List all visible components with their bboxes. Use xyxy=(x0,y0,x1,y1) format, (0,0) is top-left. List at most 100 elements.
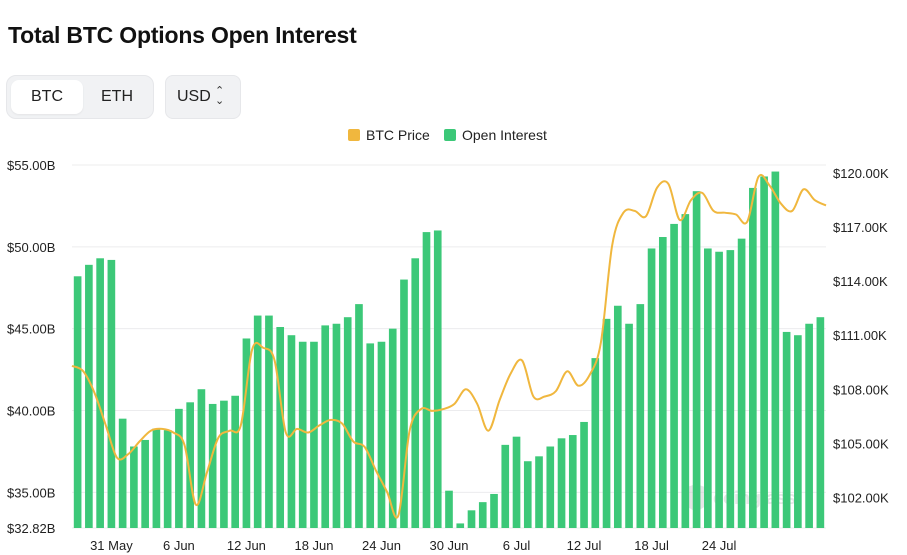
open-interest-bar xyxy=(636,304,645,528)
open-interest-bar xyxy=(568,435,577,528)
open-interest-bar xyxy=(321,325,330,528)
open-interest-bar xyxy=(332,323,341,528)
open-interest-bar xyxy=(310,341,318,528)
open-interest-bar xyxy=(760,176,768,528)
open-interest-bar xyxy=(490,493,498,528)
btc-price-line xyxy=(71,173,827,519)
x-tick-label: 30 Jun xyxy=(429,538,468,553)
open-interest-bar xyxy=(130,446,138,528)
open-interest-bar xyxy=(141,439,149,528)
right-y-tick-label: $102.00K xyxy=(833,490,889,505)
open-interest-bar xyxy=(726,250,735,528)
asset-option-btc[interactable]: BTC xyxy=(11,80,83,114)
open-interest-bar xyxy=(523,461,532,528)
left-y-tick-label: $50.00B xyxy=(7,240,55,255)
left-y-tick-label: $45.00B xyxy=(7,322,55,337)
currency-select-value: USD xyxy=(177,88,211,105)
open-interest-bar xyxy=(580,421,588,528)
left-y-axis: $32.82B $35.00B $40.00B $45.00B $50.00B $55.0… xyxy=(7,158,55,536)
open-interest-bar xyxy=(737,238,746,528)
open-interest-bar xyxy=(231,395,239,528)
open-interest-bar xyxy=(208,403,217,528)
open-interest-bar xyxy=(805,323,813,528)
left-y-tick-label: $32.82B xyxy=(7,521,55,536)
open-interest-bar xyxy=(220,400,228,528)
open-interest-bar xyxy=(422,232,431,528)
open-interest-bar xyxy=(782,331,791,528)
open-interest-bar xyxy=(433,230,442,528)
open-interest-bar xyxy=(512,436,521,528)
right-y-tick-label: $108.00K xyxy=(833,382,889,397)
x-tick-label: 18 Jul xyxy=(634,538,669,553)
open-interest-bar xyxy=(591,358,600,528)
right-y-tick-label: $114.00K xyxy=(833,274,888,289)
currency-select[interactable]: USD ⌃ ⌄ xyxy=(165,75,241,119)
open-interest-bar xyxy=(85,264,93,528)
asset-toggle: BTC ETH xyxy=(6,75,154,119)
open-interest-bar xyxy=(794,335,802,528)
open-interest-bar xyxy=(467,510,476,528)
x-axis: 31 May 6 Jun 12 Jun 18 Jun 24 Jun 30 Jun 6 Jul… xyxy=(90,538,736,553)
open-interest-bar xyxy=(771,171,780,529)
open-interest-bar xyxy=(118,418,127,528)
right-y-tick-label: $120.00K xyxy=(833,166,889,181)
left-y-tick-label: $35.00B xyxy=(7,485,55,500)
open-interest-bars xyxy=(73,171,825,529)
open-interest-bar xyxy=(445,490,453,528)
open-interest-bar xyxy=(355,304,363,528)
open-interest-bar xyxy=(73,276,82,528)
open-interest-bar xyxy=(253,315,262,528)
open-interest-bar xyxy=(602,318,611,528)
legend-open-interest-label[interactable]: Open Interest xyxy=(462,127,547,143)
open-interest-bar xyxy=(265,315,273,528)
x-tick-label: 12 Jun xyxy=(227,538,266,553)
open-interest-bar xyxy=(96,258,104,528)
open-interest-bar xyxy=(647,248,656,528)
right-y-tick-label: $117.00K xyxy=(833,220,888,235)
open-interest-bar xyxy=(816,317,825,528)
x-tick-label: 24 Jul xyxy=(702,538,737,553)
open-interest-bar xyxy=(704,248,712,528)
left-y-tick-label: $40.00B xyxy=(7,404,55,419)
open-interest-bar xyxy=(749,187,757,528)
x-tick-label: 24 Jun xyxy=(362,538,401,553)
open-interest-bar xyxy=(388,328,397,528)
open-interest-bar xyxy=(343,317,352,528)
open-interest-bar xyxy=(163,430,172,528)
open-interest-bar xyxy=(535,456,543,528)
btc-price-series xyxy=(71,173,827,519)
open-interest-bar xyxy=(242,338,251,528)
up-down-chevron-icon: ⌃ ⌄ xyxy=(215,85,225,107)
legend-btc-price-label[interactable]: BTC Price xyxy=(366,127,430,143)
right-y-axis: $102.00K $105.00K $108.00K $111.00K $114.00K… xyxy=(833,166,889,505)
open-interest-bar xyxy=(546,446,555,528)
open-interest-bar xyxy=(670,223,678,529)
open-interest-bar xyxy=(366,343,375,528)
open-interest-bar xyxy=(658,237,667,528)
x-tick-label: 18 Jun xyxy=(294,538,333,553)
open-interest-bar xyxy=(197,389,206,528)
open-interest-bar xyxy=(400,279,408,528)
open-interest-bar xyxy=(681,214,690,528)
open-interest-bar xyxy=(613,305,622,528)
x-tick-label: 12 Jul xyxy=(567,538,602,553)
open-interest-bar xyxy=(715,251,723,529)
open-interest-bar xyxy=(186,402,194,528)
open-interest-bar xyxy=(625,323,633,528)
open-interest-bar xyxy=(557,438,566,528)
asset-option-eth[interactable]: ETH xyxy=(101,88,133,105)
open-interest-bar xyxy=(456,523,465,528)
open-interest-bar xyxy=(175,408,183,528)
open-interest-bar xyxy=(411,258,420,528)
open-interest-bar xyxy=(501,444,510,528)
open-interest-bar xyxy=(298,341,307,528)
x-tick-label: 6 Jun xyxy=(163,538,195,553)
right-y-tick-label: $111.00K xyxy=(833,328,887,343)
chart-legend: BTC Price Open Interest xyxy=(348,127,547,143)
open-interest-bar xyxy=(287,335,296,528)
page-title: Total BTC Options Open Interest xyxy=(8,22,357,48)
open-interest-bar xyxy=(692,191,701,528)
grid-lines xyxy=(72,164,826,529)
open-interest-bar xyxy=(152,428,161,528)
